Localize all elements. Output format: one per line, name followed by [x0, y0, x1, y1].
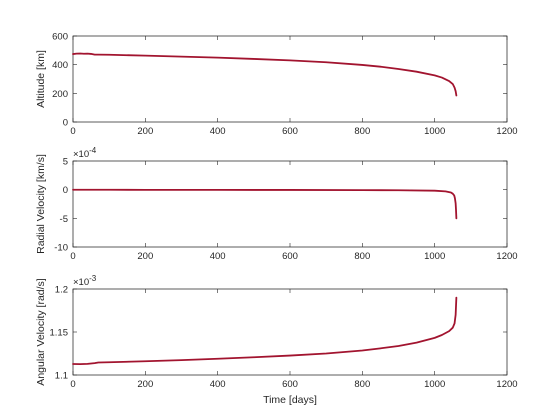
y-axis-label: Radial Velocity [km/s]: [35, 154, 47, 254]
x-tick-label: 600: [282, 251, 298, 262]
x-tick-label: 200: [137, 126, 153, 137]
y-tick-label: 0: [63, 118, 68, 129]
x-tick-label: 400: [210, 126, 226, 137]
y-tick-label: 600: [52, 32, 68, 43]
y-tick-label: 5: [63, 157, 68, 168]
x-axis-label: Time [days]: [263, 394, 317, 406]
x-tick-label: 0: [70, 126, 75, 137]
y-exponent-label: ×10-3: [73, 274, 97, 288]
x-tick-label: 200: [137, 251, 153, 262]
x-tick-label: 1000: [424, 126, 445, 137]
y-tick-label: 200: [52, 89, 68, 100]
y-tick-label: -10: [54, 243, 68, 254]
y-tick-label: 1.15: [50, 328, 69, 339]
x-tick-label: 1200: [496, 379, 517, 390]
x-tick-label: 1200: [496, 251, 517, 262]
x-tick-label: 200: [137, 379, 153, 390]
x-tick-label: 800: [354, 379, 370, 390]
x-tick-label: 400: [210, 251, 226, 262]
x-tick-label: 400: [210, 379, 226, 390]
x-tick-label: 800: [354, 126, 370, 137]
axes-frame: [72, 35, 508, 123]
y-tick-label: 400: [52, 60, 68, 71]
radial-velocity-panel: 0 200 400 600 800 1000 1200 -10 -5 0 5 ×10-4 Radial …: [35, 146, 518, 262]
angular-velocity-panel: 0 200 400 600 800 1000 1200 1.1 1.15 1.2 ×10-3 Angu…: [35, 274, 518, 406]
y-axis-label: Angular Velocity [rad/s]: [35, 278, 47, 385]
y-exponent-label: ×10-4: [73, 146, 97, 160]
x-tick-label: 0: [70, 251, 75, 262]
x-tick-label: 800: [354, 251, 370, 262]
axes-frame: [72, 160, 508, 248]
series-line: [72, 52, 458, 97]
y-axis-label: Altitude [km]: [35, 50, 47, 108]
y-tick-label: -5: [60, 214, 68, 225]
x-tick-label: 600: [282, 126, 298, 137]
altitude-panel: 0 200 400 600 800 1000 1200 0 200 400 600 Altitude …: [35, 32, 518, 138]
series-line: [72, 296, 458, 366]
x-tick-label: 1000: [424, 251, 445, 262]
x-tick-label: 1000: [424, 379, 445, 390]
x-tick-label: 600: [282, 379, 298, 390]
y-tick-label: 1.2: [55, 285, 68, 296]
x-tick-label: 0: [70, 379, 75, 390]
y-tick-label: 1.1: [55, 371, 68, 382]
y-tick-label: 0: [63, 185, 68, 196]
series-line: [72, 188, 458, 220]
x-tick-label: 1200: [496, 126, 517, 137]
